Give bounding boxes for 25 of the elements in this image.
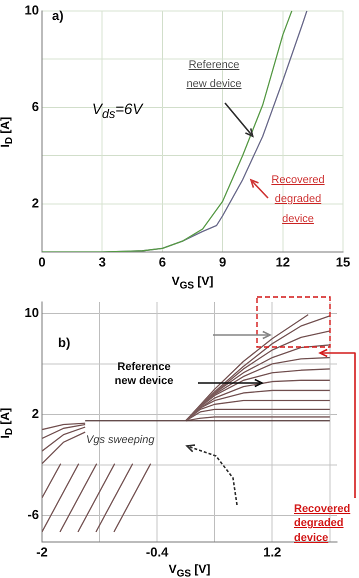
annotation: b) xyxy=(58,335,70,352)
y-tick-label: 2 xyxy=(32,195,39,210)
annotation: Reference new device xyxy=(185,58,243,92)
annotation: a) xyxy=(52,8,64,25)
y-tick-label: 10 xyxy=(24,2,39,18)
x-tick-label: 0 xyxy=(38,254,46,270)
x-tick-label: 9 xyxy=(218,254,226,270)
annotation: V$_{ds}$=6V xyxy=(92,100,142,122)
y-tick-label: 2 xyxy=(32,406,39,421)
annotation: Vgs sweeping xyxy=(86,433,154,448)
y-tick-label: -6 xyxy=(27,507,39,522)
x-tick-label: -2 xyxy=(36,544,48,560)
x-axis-title: V$_{GS}$ [V] xyxy=(170,274,214,292)
x-tick-label: 15 xyxy=(336,254,350,270)
y-tick-label: 10 xyxy=(24,304,39,320)
x-tick-label: 1.2 xyxy=(263,544,282,560)
x-tick-label: -0.4 xyxy=(146,544,170,560)
x-axis-title: V$_{GS}$ [V] xyxy=(168,562,212,578)
x-tick-label: 6 xyxy=(158,254,166,270)
x-tick-label: 12 xyxy=(276,254,290,270)
annotation: Recovered degraded device xyxy=(294,502,352,545)
annotation: Reference new device xyxy=(114,360,174,389)
y-tick-label: 6 xyxy=(32,98,39,114)
annotation: Recovered degraded device xyxy=(270,173,326,226)
x-tick-label: 3 xyxy=(98,254,106,270)
